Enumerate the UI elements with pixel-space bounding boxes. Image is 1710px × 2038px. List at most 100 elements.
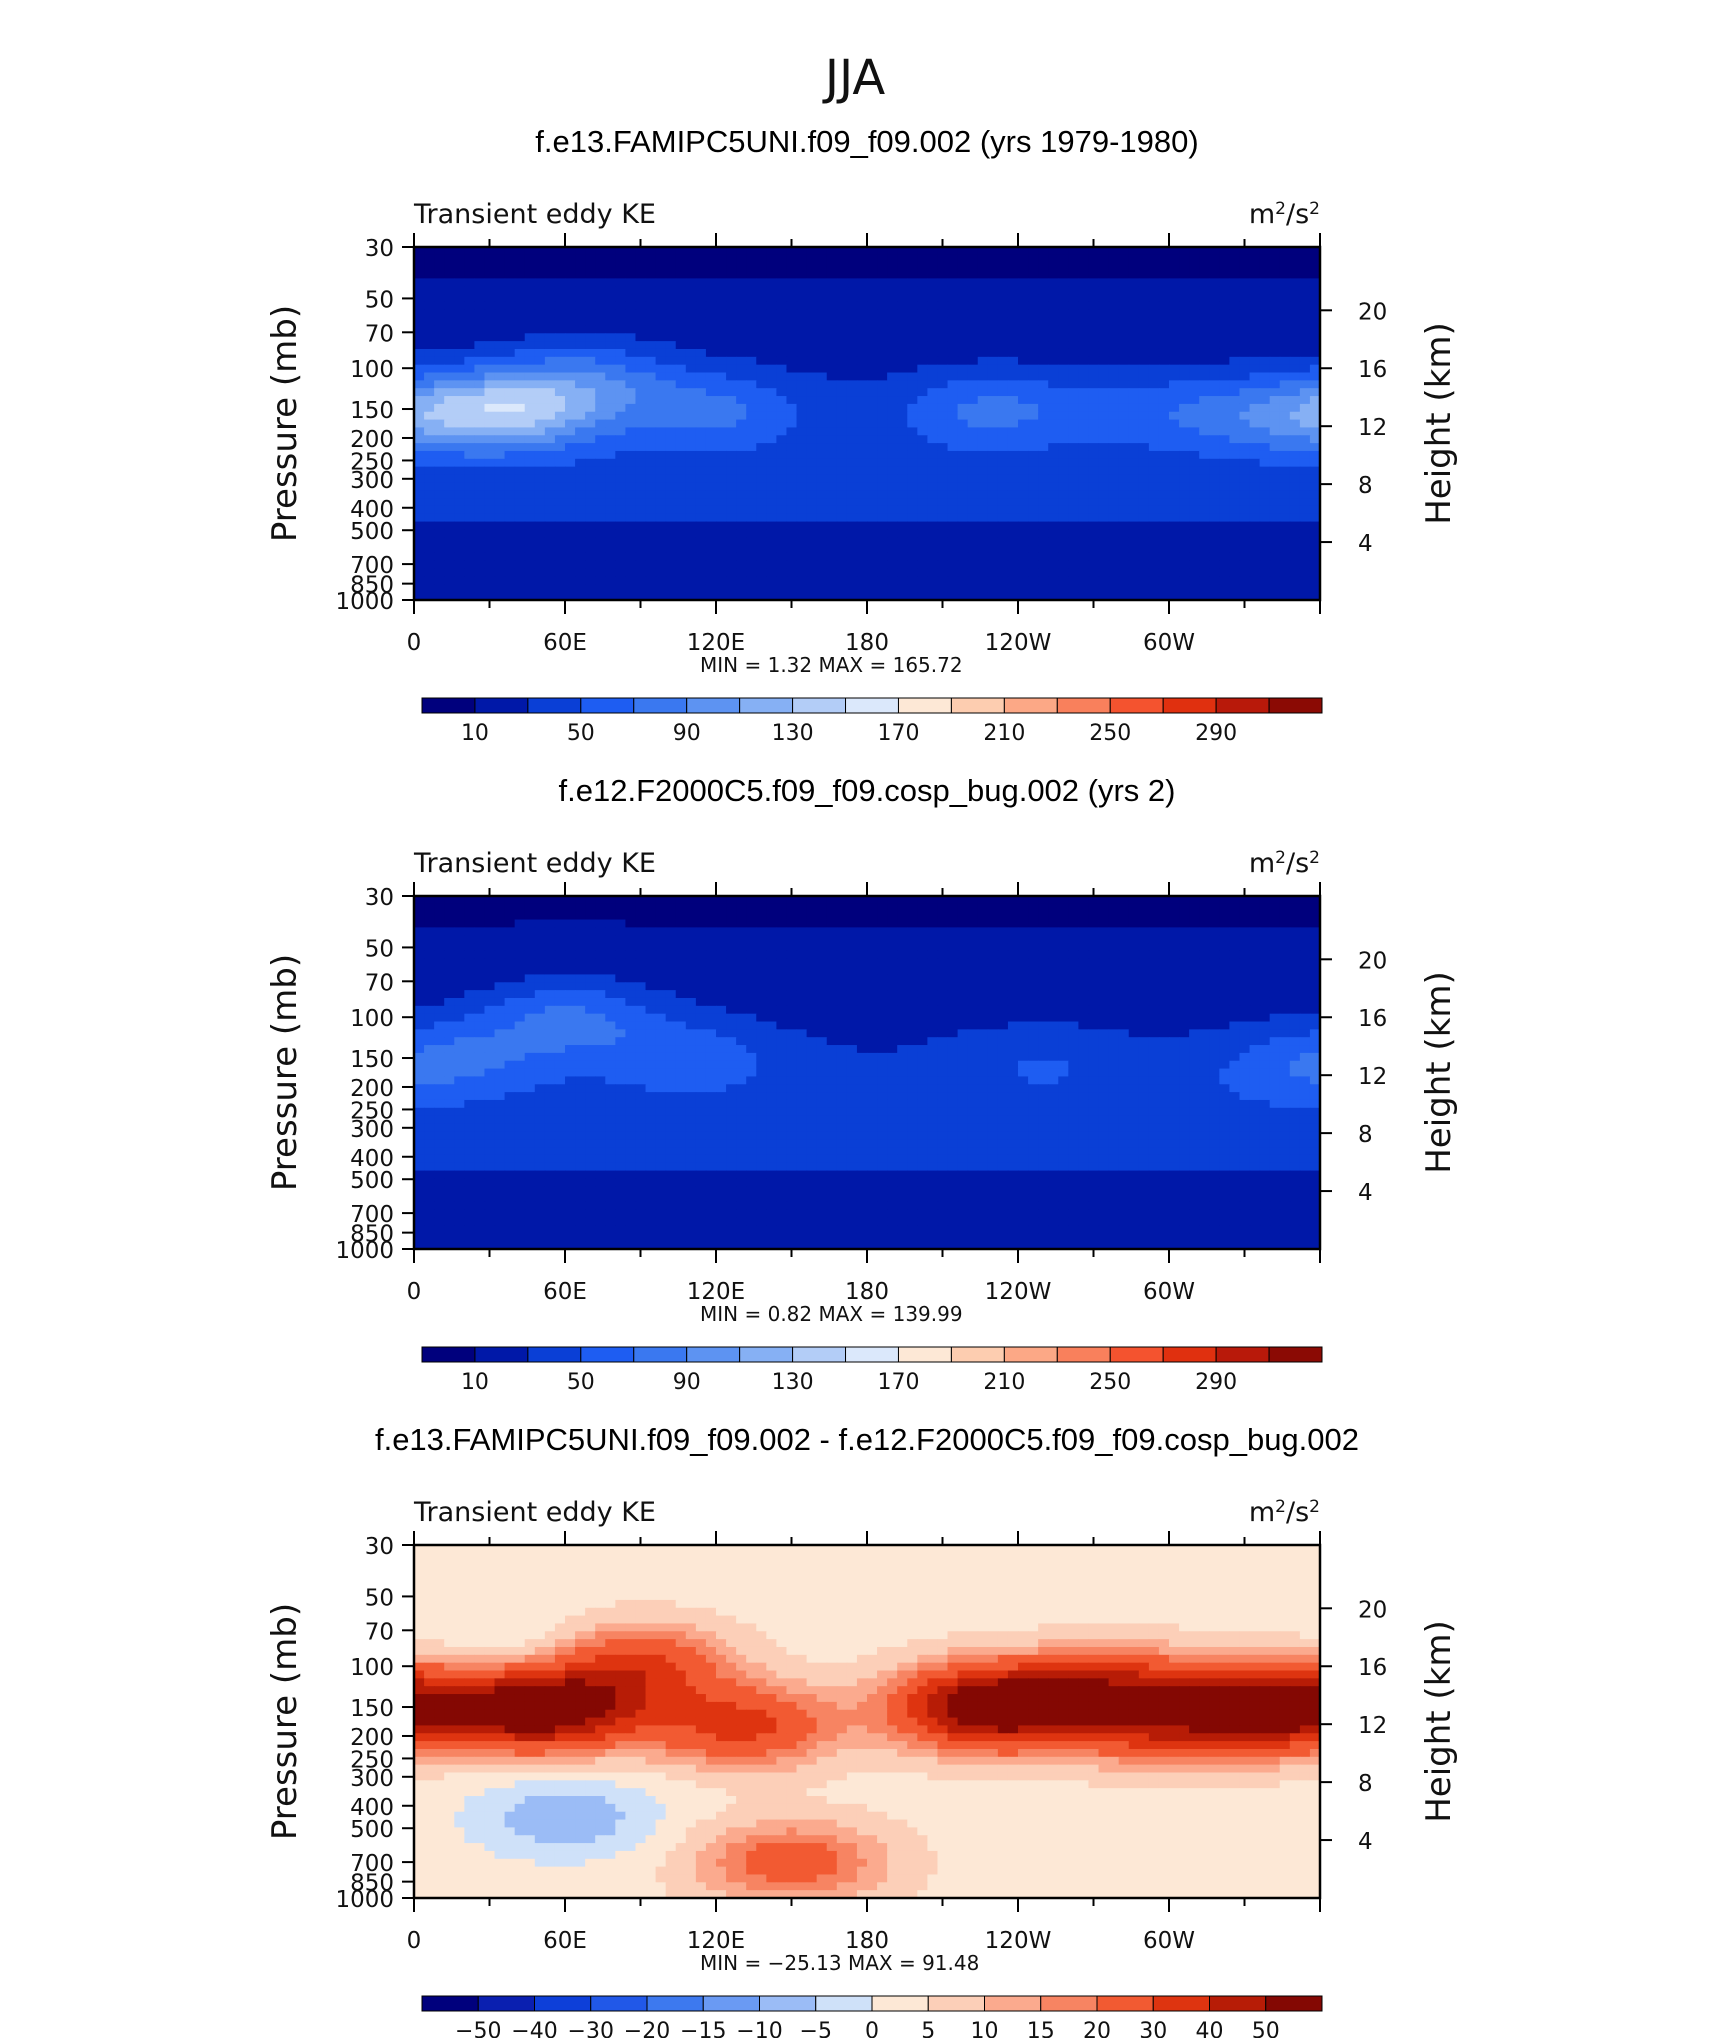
contour-cell xyxy=(494,505,506,515)
contour-cell xyxy=(585,294,596,303)
contour-cell xyxy=(494,262,506,272)
contour-cell xyxy=(1058,576,1069,585)
contour-cell xyxy=(675,364,687,374)
contour-cell xyxy=(615,505,626,515)
contour-cell xyxy=(977,341,989,350)
contour-cell xyxy=(746,262,757,272)
contour-cell xyxy=(1108,270,1120,279)
contour-cell xyxy=(424,411,435,421)
contour-cell xyxy=(1148,537,1160,546)
contour-cell xyxy=(1249,278,1261,287)
contour-cell xyxy=(554,388,566,397)
contour-cell xyxy=(1269,576,1281,585)
contour-cell xyxy=(424,396,435,405)
contour-cell xyxy=(937,254,949,264)
contour-cell xyxy=(554,966,566,976)
contour-cell xyxy=(534,325,546,334)
contour-cell xyxy=(1048,927,1059,936)
contour-cell xyxy=(695,450,707,460)
contour-cell xyxy=(877,372,888,381)
contour-cell xyxy=(1179,513,1190,523)
contour-cell xyxy=(1007,411,1019,421)
contour-cell xyxy=(1088,419,1100,429)
contour-cell xyxy=(997,301,1009,311)
contour-cell xyxy=(1048,466,1059,476)
colorbar-box xyxy=(950,697,1005,714)
contour-cell xyxy=(534,427,546,436)
contour-cell xyxy=(887,498,898,507)
contour-cell xyxy=(997,552,1009,562)
contour-cell xyxy=(1128,521,1140,530)
contour-cell xyxy=(695,474,707,483)
contour-cell xyxy=(1259,560,1271,570)
contour-cell xyxy=(836,896,848,905)
contour-cell xyxy=(655,505,667,515)
contour-cell xyxy=(675,411,687,421)
contour-cell xyxy=(997,568,1009,578)
contour-cell xyxy=(1068,552,1079,562)
contour-cell xyxy=(1249,356,1261,366)
contour-cell xyxy=(655,560,667,570)
contour-cell xyxy=(665,545,677,554)
contour-cell xyxy=(595,254,606,264)
contour-cell xyxy=(1169,911,1180,921)
contour-cell xyxy=(1098,576,1110,585)
contour-cell xyxy=(1028,911,1039,921)
contour-cell xyxy=(796,490,808,499)
contour-cell xyxy=(1289,537,1301,546)
contour-cell xyxy=(937,333,949,342)
contour-cell xyxy=(685,427,697,436)
contour-cell xyxy=(514,927,526,936)
contour-cell xyxy=(615,247,626,256)
contour-cell xyxy=(937,247,949,256)
contour-cell xyxy=(454,552,465,562)
contour-cell xyxy=(1299,262,1311,272)
contour-cell xyxy=(1309,411,1321,421)
contour-cell xyxy=(1098,560,1110,570)
contour-cell xyxy=(414,309,425,319)
contour-cell xyxy=(1309,568,1321,578)
contour-cell xyxy=(504,301,516,311)
contour-cell xyxy=(605,552,616,562)
contour-cell xyxy=(796,356,808,366)
contour-cell xyxy=(1259,317,1271,327)
contour-cell xyxy=(1279,911,1291,921)
contour-cell xyxy=(585,348,596,358)
contour-cell xyxy=(1148,482,1160,491)
contour-cell xyxy=(977,403,989,413)
contour-cell xyxy=(836,474,848,483)
contour-cell xyxy=(685,927,697,936)
contour-cell xyxy=(1219,270,1230,279)
contour-cell xyxy=(1249,498,1261,507)
contour-cell xyxy=(1068,529,1079,538)
contour-cell xyxy=(434,966,445,976)
contour-cell xyxy=(1239,919,1251,928)
contour-cell xyxy=(504,372,516,381)
contour-cell xyxy=(816,505,828,515)
variable-label: Transient eddy KE xyxy=(413,848,656,879)
contour-cell xyxy=(937,317,949,327)
contour-cell xyxy=(1048,911,1059,921)
contour-cell xyxy=(1028,896,1039,905)
contour-cell xyxy=(766,592,777,601)
contour-cell xyxy=(907,341,918,350)
contour-cell xyxy=(1088,919,1100,928)
contour-cell xyxy=(756,943,767,952)
contour-cell xyxy=(816,474,828,483)
contour-cell xyxy=(625,927,637,936)
contour-cell xyxy=(1249,490,1261,499)
contour-cell xyxy=(605,950,616,960)
contour-cell xyxy=(887,309,898,319)
contour-cell xyxy=(1279,927,1291,936)
contour-cell xyxy=(1209,474,1220,483)
contour-cell xyxy=(987,545,999,554)
panel-title: f.e13.FAMIPC5UNI.f09_f09.002 (yrs 1979-1… xyxy=(535,124,1198,159)
contour-cell xyxy=(625,505,637,515)
contour-cell xyxy=(776,435,788,444)
contour-cell xyxy=(856,498,868,507)
contour-cell xyxy=(987,372,999,381)
contour-cell xyxy=(464,896,475,905)
contour-cell xyxy=(504,286,516,295)
contour-cell xyxy=(1309,498,1321,507)
contour-cell xyxy=(1028,294,1039,303)
